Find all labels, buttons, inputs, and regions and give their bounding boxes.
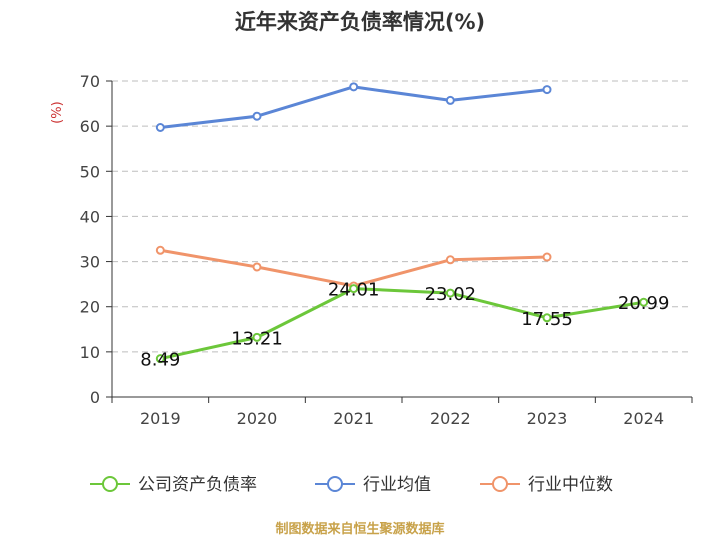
legend-label: 公司资产负债率 [138, 475, 257, 495]
axis-layer: 0 10 20 30 40 50 60 70 2019 2020 2021 2022 2023 2024 (… [50, 72, 693, 428]
legend-label: 行业中位数 [528, 475, 613, 495]
series-0-point [542, 313, 552, 323]
data-label-layer: 8.49 13.21 24.01 23.02 17.55 20.99 [140, 280, 669, 371]
legend-swatch-marker [492, 476, 508, 492]
x-tick-label: 2020 [237, 409, 278, 428]
legend: 公司资产负债率 行业均值 行业中位数 [90, 475, 613, 495]
chart-title: 近年来资产负债率情况(%) [234, 10, 486, 34]
legend-item-2[interactable]: 行业中位数 [480, 475, 613, 495]
legend-item-1[interactable]: 行业均值 [315, 475, 431, 495]
x-tick-label: 2021 [333, 409, 374, 428]
data-label: 20.99 [618, 293, 670, 314]
y-tick-label: 10 [80, 343, 100, 362]
series-layer [155, 82, 649, 364]
x-tick-label: 2022 [430, 409, 471, 428]
y-tick-label: 60 [80, 117, 100, 136]
series-1-point [445, 95, 455, 105]
data-label: 8.49 [140, 350, 180, 371]
series-0-point [155, 354, 165, 364]
x-tick-label: 2024 [623, 409, 664, 428]
series-2-point [252, 262, 262, 272]
data-label: 17.55 [521, 309, 573, 330]
series-1-point [542, 85, 552, 95]
y-tick-label: 40 [80, 207, 100, 226]
legend-swatch-marker [327, 476, 343, 492]
legend-item-0[interactable]: 公司资产负债率 [90, 475, 257, 495]
series-0-point [639, 297, 649, 307]
legend-swatch-marker [102, 476, 118, 492]
series-1-point [252, 111, 262, 121]
data-label: 23.02 [425, 284, 477, 305]
legend-label: 行业均值 [363, 475, 431, 495]
series-0-point [349, 284, 359, 294]
series-2-point [155, 245, 165, 255]
y-tick-label: 30 [80, 253, 100, 272]
source-note: 制图数据来自恒生聚源数据库 [275, 522, 445, 537]
series-2-point [542, 252, 552, 262]
y-axis-label: (%) [50, 101, 65, 124]
series-line-1 [160, 85, 548, 129]
series-0-point [252, 332, 262, 342]
data-label: 24.01 [328, 280, 380, 301]
grid-layer [112, 80, 692, 353]
y-tick-label: 20 [80, 298, 100, 317]
series-line-0 [160, 287, 644, 361]
series-1-point [155, 122, 165, 132]
series-0-point [445, 288, 455, 298]
y-tick-label: 0 [90, 388, 100, 407]
series-2-point [445, 255, 455, 265]
x-tick-label: 2019 [140, 409, 181, 428]
y-tick-label: 50 [80, 162, 100, 181]
x-tick-label: 2023 [527, 409, 568, 428]
y-tick-label: 70 [80, 72, 100, 91]
data-label: 13.21 [231, 328, 283, 349]
series-1-point [349, 82, 359, 92]
